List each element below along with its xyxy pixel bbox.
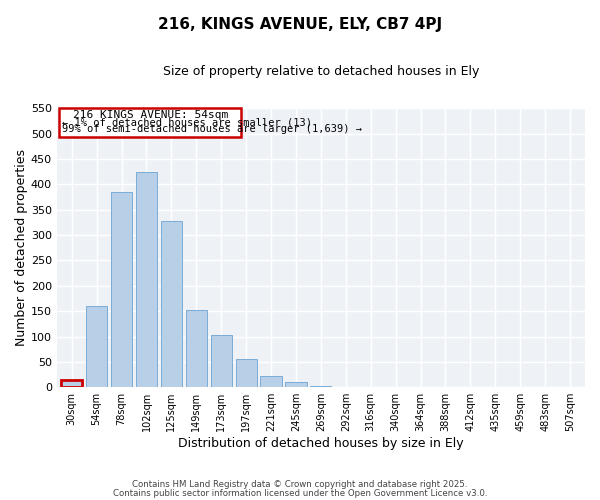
Bar <box>236 360 257 387</box>
Y-axis label: Number of detached properties: Number of detached properties <box>15 150 28 346</box>
Text: Contains public sector information licensed under the Open Government Licence v3: Contains public sector information licen… <box>113 488 487 498</box>
FancyBboxPatch shape <box>59 108 241 137</box>
Bar <box>286 382 307 387</box>
Text: ← 1% of detached houses are smaller (13): ← 1% of detached houses are smaller (13) <box>62 118 312 128</box>
Text: 99% of semi-detached houses are larger (1,639) →: 99% of semi-detached houses are larger (… <box>62 124 362 134</box>
Bar <box>61 380 82 387</box>
Bar <box>535 386 556 387</box>
Bar <box>559 386 581 387</box>
Title: Size of property relative to detached houses in Ely: Size of property relative to detached ho… <box>163 65 479 78</box>
Bar <box>61 380 82 387</box>
Bar <box>111 192 132 387</box>
Text: 216, KINGS AVENUE, ELY, CB7 4PJ: 216, KINGS AVENUE, ELY, CB7 4PJ <box>158 18 442 32</box>
Bar <box>460 386 481 387</box>
Bar <box>509 386 531 387</box>
Text: Contains HM Land Registry data © Crown copyright and database right 2025.: Contains HM Land Registry data © Crown c… <box>132 480 468 489</box>
Bar <box>385 386 406 387</box>
Bar <box>86 306 107 387</box>
Bar <box>161 221 182 387</box>
Bar <box>211 336 232 387</box>
Text: 216 KINGS AVENUE: 54sqm: 216 KINGS AVENUE: 54sqm <box>73 110 228 120</box>
Bar <box>136 172 157 387</box>
Bar <box>186 310 207 387</box>
Bar <box>335 386 356 387</box>
X-axis label: Distribution of detached houses by size in Ely: Distribution of detached houses by size … <box>178 437 464 450</box>
Bar <box>485 386 506 387</box>
Bar <box>260 376 281 387</box>
Bar <box>435 386 456 387</box>
Bar <box>410 386 431 387</box>
Bar <box>310 386 331 387</box>
Bar <box>360 386 382 387</box>
